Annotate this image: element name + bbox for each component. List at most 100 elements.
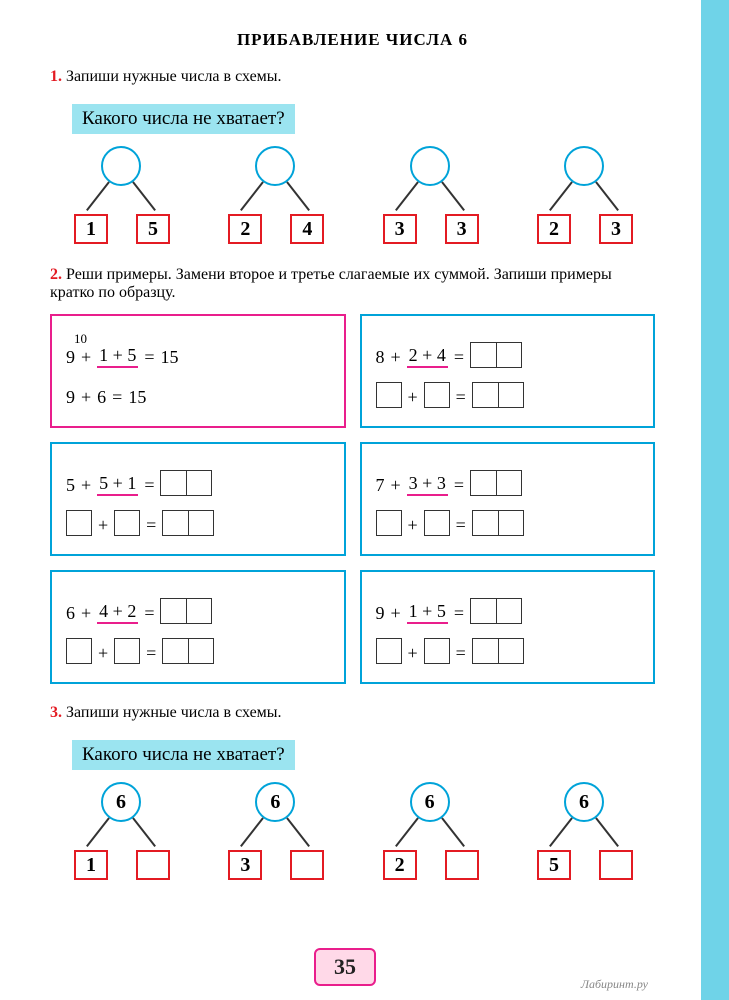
bond-left-box: 2 (383, 850, 417, 880)
answer-box[interactable] (424, 382, 450, 408)
op-plus: + (391, 347, 401, 368)
answer-box-double[interactable] (472, 382, 524, 408)
op-eq: = (454, 603, 464, 624)
bond-left-box: 3 (228, 850, 262, 880)
bond-left-box: 1 (74, 214, 108, 244)
operand: 9 (376, 603, 385, 624)
op-eq: = (456, 387, 466, 408)
answer-box-double[interactable] (472, 510, 524, 536)
task-number: 3. (50, 704, 62, 721)
bond-top-circle: 6 (255, 782, 295, 822)
answer-box-double[interactable] (160, 598, 212, 624)
answer-box-double[interactable] (472, 638, 524, 664)
op-plus: + (81, 347, 91, 368)
operand: 5 (99, 473, 108, 493)
result: 15 (128, 387, 146, 408)
math-box-example: 10 9 + 1 + 5 = 15 9 + 6 = 15 (50, 314, 346, 428)
bond-leg (395, 181, 419, 211)
operand: 2 (409, 345, 418, 365)
bond-leg (441, 817, 465, 847)
underlined-group: 1 + 5 (97, 345, 138, 368)
bond-left-box: 2 (228, 214, 262, 244)
task-3: 3. Запиши нужные числа в схемы. (50, 704, 655, 722)
watermark: Лабиринт.ру (581, 977, 648, 992)
bond-leg (132, 181, 156, 211)
bond-leg (287, 181, 311, 211)
operand: 9 (66, 347, 75, 367)
operand: 8 (376, 347, 385, 368)
number-bond: 2 3 (519, 146, 649, 246)
page-number: 35 (314, 948, 376, 986)
math-line: + = (376, 630, 640, 664)
task-1: 1. Запиши нужные числа в схемы. (50, 68, 655, 86)
bond-right-box[interactable] (290, 850, 324, 880)
answer-box[interactable] (424, 510, 450, 536)
bond-leg (595, 181, 619, 211)
answer-box[interactable] (424, 638, 450, 664)
underlined-group: 1 + 5 (407, 601, 448, 624)
op-eq: = (146, 643, 156, 664)
operand: 6 (66, 603, 75, 624)
op-plus: + (98, 515, 108, 536)
bond-leg (595, 817, 619, 847)
answer-box[interactable] (376, 510, 402, 536)
operand: 5 (127, 345, 136, 365)
sup-annotation: 10 (74, 331, 87, 347)
bond-leg (549, 817, 573, 847)
operand: 1 (99, 345, 108, 365)
bond-leg (441, 181, 465, 211)
bond-right-box: 3 (445, 214, 479, 244)
answer-box-double[interactable] (160, 470, 212, 496)
answer-box[interactable] (376, 382, 402, 408)
op-eq: = (144, 603, 154, 624)
bond-top-circle[interactable] (410, 146, 450, 186)
op-plus: + (391, 475, 401, 496)
answer-box-double[interactable] (470, 470, 522, 496)
math-line: 7 + 3 + 3 = (376, 462, 640, 496)
bond-leg (240, 817, 264, 847)
answer-box[interactable] (376, 638, 402, 664)
page-title: ПРИБАВЛЕНИЕ ЧИСЛА 6 (50, 30, 655, 50)
operand: 7 (376, 475, 385, 496)
operand: 3 (437, 473, 446, 493)
answer-box-double[interactable] (162, 510, 214, 536)
answer-box-double[interactable] (162, 638, 214, 664)
bond-right-box[interactable] (136, 850, 170, 880)
answer-box[interactable] (114, 510, 140, 536)
number-bond: 1 5 (56, 146, 186, 246)
op-eq: = (144, 347, 154, 368)
op-plus: + (408, 643, 418, 664)
answer-box[interactable] (114, 638, 140, 664)
operand: 2 (127, 601, 136, 621)
answer-box[interactable] (66, 510, 92, 536)
answer-box-double[interactable] (470, 598, 522, 624)
math-box: 6 + 4 + 2 = + = (50, 570, 346, 684)
operand: 6 (97, 387, 106, 408)
bond-right-box: 3 (599, 214, 633, 244)
operand: 5 (437, 601, 446, 621)
number-bond: 6 5 (519, 782, 649, 882)
task-text: Запиши нужные числа в схемы. (66, 68, 282, 85)
bond-left-box: 3 (383, 214, 417, 244)
op-plus: + (98, 643, 108, 664)
operand: 4 (99, 601, 108, 621)
operand: 1 (409, 601, 418, 621)
answer-box[interactable] (66, 638, 92, 664)
underlined-group: 4 + 2 (97, 601, 138, 624)
bond-leg (132, 817, 156, 847)
math-line: 6 + 4 + 2 = (66, 590, 330, 624)
bond-right-box[interactable] (599, 850, 633, 880)
answer-box-double[interactable] (470, 342, 522, 368)
bond-top-circle[interactable] (255, 146, 295, 186)
number-bond: 6 2 (365, 782, 495, 882)
math-box: 7 + 3 + 3 = + = (360, 442, 656, 556)
math-line: + = (66, 630, 330, 664)
bond-top-circle[interactable] (564, 146, 604, 186)
bond-top-circle[interactable] (101, 146, 141, 186)
math-line: 8 + 2 + 4 = (376, 334, 640, 368)
math-line: + = (66, 502, 330, 536)
op-eq: = (456, 515, 466, 536)
bond-right-box[interactable] (445, 850, 479, 880)
operand: 1 (127, 473, 136, 493)
bond-leg (86, 817, 110, 847)
